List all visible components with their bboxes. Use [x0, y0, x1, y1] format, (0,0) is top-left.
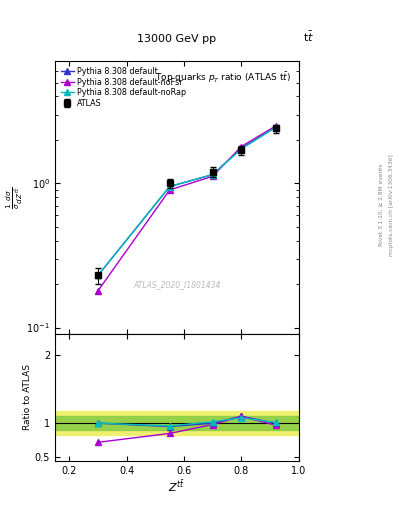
- Pythia 8.308 default-noFsr: [210, 173, 215, 179]
- Pythia 8.308 default-noFsr: [167, 187, 172, 193]
- Legend: Pythia 8.308 default, Pythia 8.308 default-noFsr, Pythia 8.308 default-noRap, AT: Pythia 8.308 default, Pythia 8.308 defau…: [59, 66, 187, 110]
- Y-axis label: $\frac{1}{\sigma}\frac{d\sigma}{dZ^{t\bar{t}}}$: $\frac{1}{\sigma}\frac{d\sigma}{dZ^{t\ba…: [4, 187, 25, 209]
- Y-axis label: Ratio to ATLAS: Ratio to ATLAS: [23, 365, 32, 431]
- Pythia 8.308 default: [274, 124, 278, 130]
- Pythia 8.308 default: [239, 145, 244, 152]
- Text: Rivet 3.1.10, ≥ 2.8M events: Rivet 3.1.10, ≥ 2.8M events: [379, 163, 384, 246]
- Pythia 8.308 default-noRap: [239, 146, 244, 152]
- Text: mcplots.cern.ch [arXiv:1306.3436]: mcplots.cern.ch [arXiv:1306.3436]: [389, 154, 393, 255]
- X-axis label: $Z^{t\bar{t}}$: $Z^{t\bar{t}}$: [168, 478, 185, 494]
- Text: 13000 GeV pp: 13000 GeV pp: [137, 33, 217, 44]
- Bar: [55, 416, 299, 430]
- Text: Top quarks $p_T$ ratio (ATLAS t$\bar{t}$): Top quarks $p_T$ ratio (ATLAS t$\bar{t}$…: [155, 70, 291, 84]
- Pythia 8.308 default-noFsr: [95, 288, 100, 294]
- Bar: [55, 411, 299, 436]
- Pythia 8.308 default: [167, 183, 172, 189]
- Line: Pythia 8.308 default: Pythia 8.308 default: [95, 124, 279, 279]
- Line: Pythia 8.308 default-noFsr: Pythia 8.308 default-noFsr: [95, 123, 279, 294]
- Pythia 8.308 default-noRap: [167, 183, 172, 189]
- Pythia 8.308 default-noRap: [95, 272, 100, 279]
- Pythia 8.308 default-noFsr: [239, 143, 244, 150]
- Pythia 8.308 default-noFsr: [274, 123, 278, 129]
- Pythia 8.308 default: [210, 172, 215, 178]
- Pythia 8.308 default-noRap: [274, 124, 278, 130]
- Pythia 8.308 default-noRap: [210, 172, 215, 178]
- Text: ATLAS_2020_I1801434: ATLAS_2020_I1801434: [133, 281, 220, 290]
- Pythia 8.308 default: [95, 272, 100, 279]
- Line: Pythia 8.308 default-noRap: Pythia 8.308 default-noRap: [95, 124, 279, 279]
- Text: t$\bar{t}$: t$\bar{t}$: [303, 29, 314, 44]
